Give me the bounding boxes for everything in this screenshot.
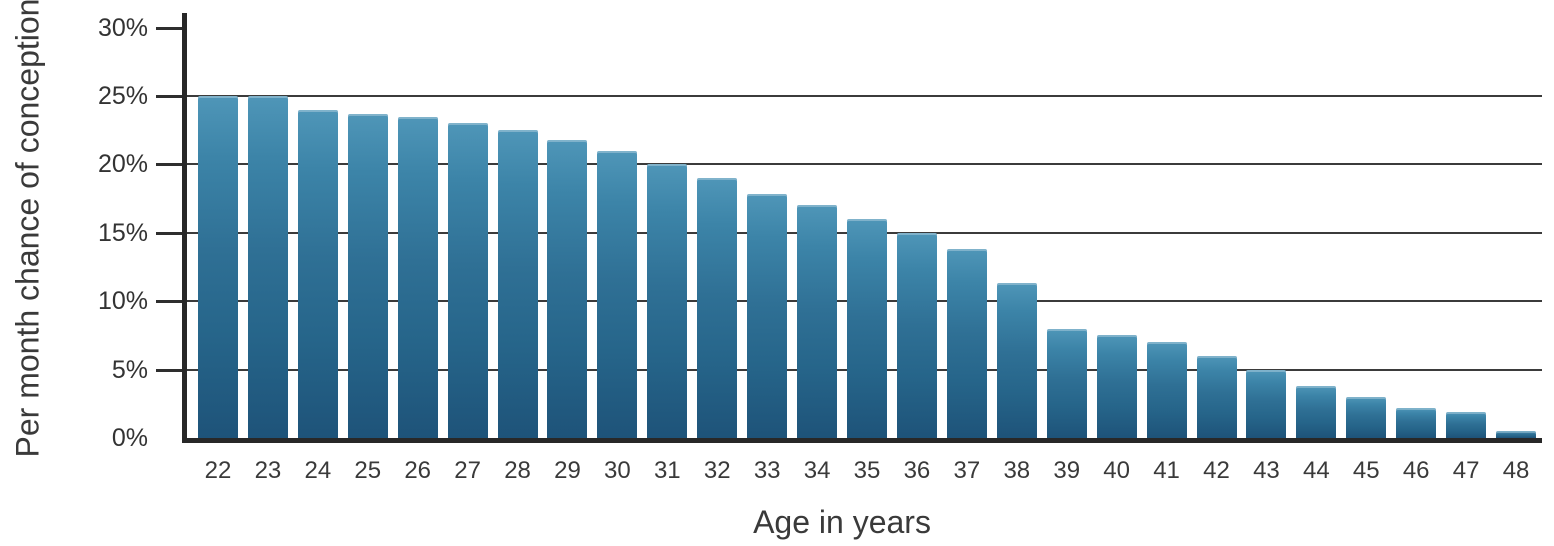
gridline-25pct xyxy=(187,95,1542,97)
bar-age-45 xyxy=(1346,396,1387,438)
x-tick-label-age-45: 45 xyxy=(1352,457,1380,484)
bar-age-30 xyxy=(597,150,638,438)
x-tick-label-age-40: 40 xyxy=(1103,457,1130,484)
bar-age-29 xyxy=(547,139,588,438)
y-tick-label-25pct: 25% xyxy=(97,82,148,110)
x-tick-label-age-47: 47 xyxy=(1452,457,1480,484)
y-axis-line xyxy=(182,13,187,443)
x-tick-label-age-48: 48 xyxy=(1502,457,1530,484)
bar-age-24 xyxy=(297,109,338,438)
bar-age-42 xyxy=(1196,355,1237,438)
y-tick-label-5pct: 5% xyxy=(111,355,148,384)
bar-age-36 xyxy=(896,232,937,438)
bar-age-33 xyxy=(747,194,788,438)
bar-age-48 xyxy=(1496,431,1537,438)
bar-age-39 xyxy=(1046,328,1087,438)
bar-age-34 xyxy=(797,205,838,438)
x-tick-label-age-25: 25 xyxy=(354,457,382,484)
y-tick-label-0pct: 0% xyxy=(111,424,148,452)
x-axis-baseline xyxy=(182,438,1542,443)
x-tick-label-age-26: 26 xyxy=(404,457,432,484)
bar-age-46 xyxy=(1396,407,1437,438)
y-axis-title: Per month chance of conception xyxy=(9,0,46,458)
y-tick-label-15pct: 15% xyxy=(97,218,148,247)
x-tick-label-age-38: 38 xyxy=(1003,457,1031,484)
x-tick-label-age-27: 27 xyxy=(454,457,481,484)
bar-age-32 xyxy=(697,178,738,438)
y-tick-label-30pct: 30% xyxy=(97,13,148,42)
x-tick-label-age-31: 31 xyxy=(653,457,681,484)
x-tick-label-age-41: 41 xyxy=(1153,457,1180,484)
x-axis-title: Age in years xyxy=(753,504,931,540)
x-tick-label-age-30: 30 xyxy=(604,457,631,484)
bar-age-40 xyxy=(1096,335,1137,438)
x-tick-label-age-34: 34 xyxy=(803,457,831,484)
x-tick-label-age-42: 42 xyxy=(1203,457,1230,484)
bar-age-43 xyxy=(1246,369,1287,438)
bar-age-47 xyxy=(1446,412,1487,438)
bar-age-41 xyxy=(1146,342,1187,438)
bar-age-22 xyxy=(198,96,238,438)
y-tick-20pct xyxy=(156,163,182,167)
bar-age-23 xyxy=(247,96,288,438)
x-tick-label-age-36: 36 xyxy=(903,457,931,484)
x-tick-label-age-37: 37 xyxy=(953,457,981,484)
x-tick-label-age-29: 29 xyxy=(554,457,581,484)
x-tick-label-age-39: 39 xyxy=(1053,457,1081,484)
bar-age-25 xyxy=(347,113,388,438)
y-tick-15pct xyxy=(156,231,182,235)
x-tick-label-age-32: 32 xyxy=(703,457,731,484)
bar-age-35 xyxy=(847,219,888,438)
y-tick-5pct xyxy=(156,368,182,372)
x-tick-label-age-43: 43 xyxy=(1253,457,1280,484)
bar-age-44 xyxy=(1296,386,1337,438)
y-tick-label-20pct: 20% xyxy=(97,150,148,179)
x-tick-label-age-46: 46 xyxy=(1402,457,1430,484)
x-tick-label-age-28: 28 xyxy=(504,457,531,484)
bar-age-28 xyxy=(497,130,538,438)
x-tick-label-age-35: 35 xyxy=(853,457,881,484)
y-tick-10pct xyxy=(156,300,182,304)
x-tick-label-age-22: 22 xyxy=(204,457,232,484)
x-tick-label-age-23: 23 xyxy=(254,457,282,484)
x-tick-label-age-44: 44 xyxy=(1302,457,1330,484)
bar-age-38 xyxy=(996,283,1037,438)
x-tick-label-age-33: 33 xyxy=(753,457,781,484)
bar-age-26 xyxy=(397,116,438,438)
bar-age-31 xyxy=(647,164,688,438)
y-tick-label-10pct: 10% xyxy=(97,287,148,316)
y-tick-25pct xyxy=(156,95,182,98)
bar-age-27 xyxy=(447,123,488,438)
x-tick-label-age-24: 24 xyxy=(304,457,332,484)
gridline-20pct xyxy=(187,163,1542,166)
y-tick-30pct xyxy=(156,26,182,30)
bar-age-37 xyxy=(946,249,987,438)
